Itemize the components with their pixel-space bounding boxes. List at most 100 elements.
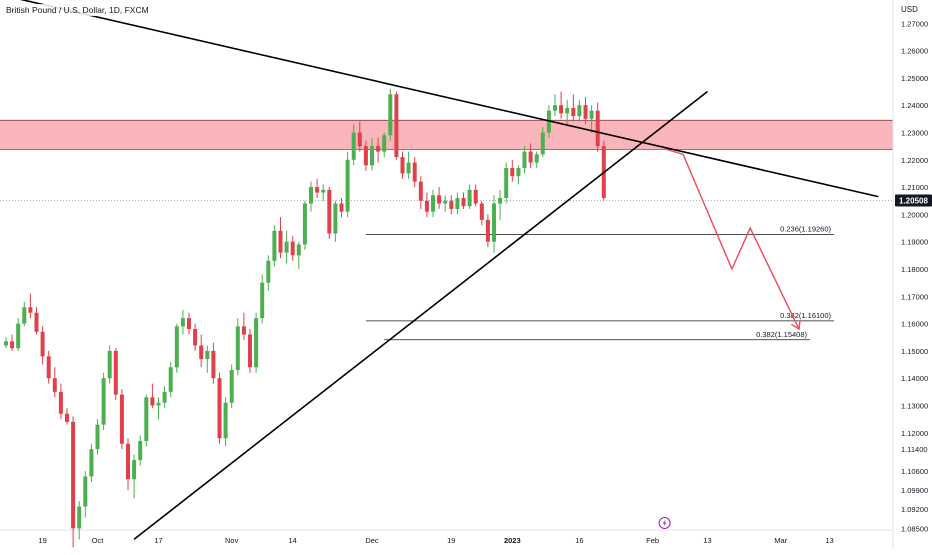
candle-up [534,154,539,163]
candle-down [461,198,466,207]
candle-up [95,424,100,450]
price-tick-label: 1.11400 [901,445,928,454]
price-tick-label: 1.13000 [901,402,928,411]
lightning-icon-glyph [662,519,667,527]
candle-up [22,307,27,324]
time-tick-label: 19 [447,536,455,545]
candle-down [290,241,295,256]
candle-up [16,323,21,349]
candle-down [528,151,533,163]
fib-level-label: 0.382(1.16100) [780,311,831,320]
candle-down [571,107,576,117]
currency-label: USD [901,5,918,14]
candle-up [351,132,356,160]
price-tick-label: 1.18000 [901,265,928,274]
candle-down [217,378,222,439]
time-tick-label: Dec [365,536,379,545]
candle-down [58,391,63,414]
projection-arrowhead [790,320,801,331]
chart-title: British Pound / U.S. Dollar, 1D, FXCM [4,4,151,16]
candle-up [467,189,472,207]
candle-up [309,187,313,204]
time-tick-label: 17 [154,536,162,545]
candle-up [333,203,338,234]
candle-up [4,341,8,346]
candle-down [479,203,484,220]
time-tick-label: 13 [703,536,711,545]
candle-up [498,198,503,204]
price-tick-label: 1.17000 [901,292,928,301]
candle-down [357,132,362,147]
time-tick-label: Oct [92,536,105,545]
fib-level-label: 0.382(1.15408) [756,330,807,339]
candle-up [174,326,179,368]
candle-up [229,370,234,403]
last-price-box [895,194,932,207]
candle-up [492,203,496,242]
candle-up [144,397,149,441]
price-tick-label: 1.09200 [901,505,928,514]
candle-up [266,260,271,283]
candle-up [223,402,228,439]
candle-up [443,200,448,204]
price-tick-label: 1.25000 [901,74,928,83]
price-tick-label: 1.10600 [901,467,928,476]
candle-up [107,350,112,379]
candle-down [65,413,69,422]
candle-down [473,189,478,204]
candle-down [119,394,124,444]
candle-down [412,162,417,182]
candle-down [449,200,454,209]
price-tick-label: 1.14000 [901,374,928,383]
candle-up [272,230,277,261]
time-tick-label: 13 [825,536,833,545]
candle-up [254,318,259,368]
time-tick-label: Feb [646,536,659,545]
descending-trendline [19,0,879,198]
last-price-label: 1.20508 [899,197,928,206]
candle-up [162,391,167,403]
candle-down [363,146,368,166]
candle-down [278,230,283,253]
candle-up [138,440,143,461]
price-tick-label: 1.26000 [901,47,928,56]
candle-down [510,167,515,177]
candle-down [248,334,252,368]
price-tick-label: 1.08500 [901,524,928,533]
candle-down [339,203,344,212]
price-tick-label: 1.27000 [901,19,928,28]
candle-up [205,350,210,360]
candle-up [455,198,460,209]
candle-down [376,146,381,152]
candle-up [589,110,594,119]
candle-down [400,157,405,174]
candle-down [193,329,198,346]
candle-up [522,151,527,168]
candle-down [437,195,442,204]
candle-down [113,350,118,395]
candle-up [180,318,185,327]
candle-up [156,402,161,406]
candle-down [424,200,429,212]
candle-down [394,94,399,158]
candle-up [516,167,521,177]
candle-up [302,203,307,245]
fib-level-label: 0.236(1.19260) [780,225,831,234]
price-tick-label: 1.20000 [901,210,928,219]
candle-down [559,105,564,114]
candle-down [583,105,588,119]
price-tick-label: 1.22000 [901,156,928,165]
candle-down [28,307,33,313]
resistance-zone [0,120,893,150]
candle-down [10,341,15,349]
candle-down [418,181,423,201]
price-tick-label: 1.19000 [901,238,928,247]
candle-down [126,443,130,480]
time-tick-label: 14 [289,536,297,545]
candle-down [315,187,320,193]
time-tick-label: Nov [225,536,239,545]
candle-up [504,167,509,199]
price-tick-label: 1.23000 [901,129,928,138]
